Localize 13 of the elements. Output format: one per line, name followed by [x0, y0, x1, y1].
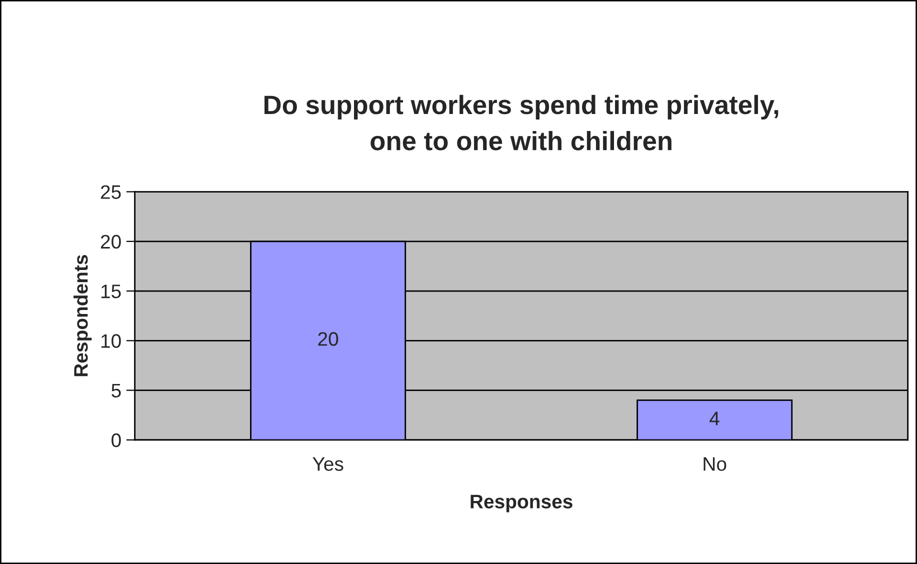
y-axis-title: Respondents — [74, 255, 92, 376]
chart-title: Do support workers spend time privately, one to one with children — [264, 94, 778, 150]
y-tick-label: 25 — [100, 185, 121, 199]
x-axis-title: Responses — [470, 494, 572, 512]
y-tick-label: 10 — [101, 334, 121, 348]
y-tick-label: 0 — [112, 433, 121, 448]
y-tick-label: 15 — [101, 284, 121, 298]
y-tick-label: 20 — [100, 234, 121, 249]
data-label: 20 — [318, 332, 338, 346]
x-tick-label: No — [704, 457, 726, 471]
data-label: 4 — [710, 412, 720, 426]
y-tick-label: 5 — [112, 384, 121, 398]
x-tick-label: Yes — [312, 457, 344, 471]
